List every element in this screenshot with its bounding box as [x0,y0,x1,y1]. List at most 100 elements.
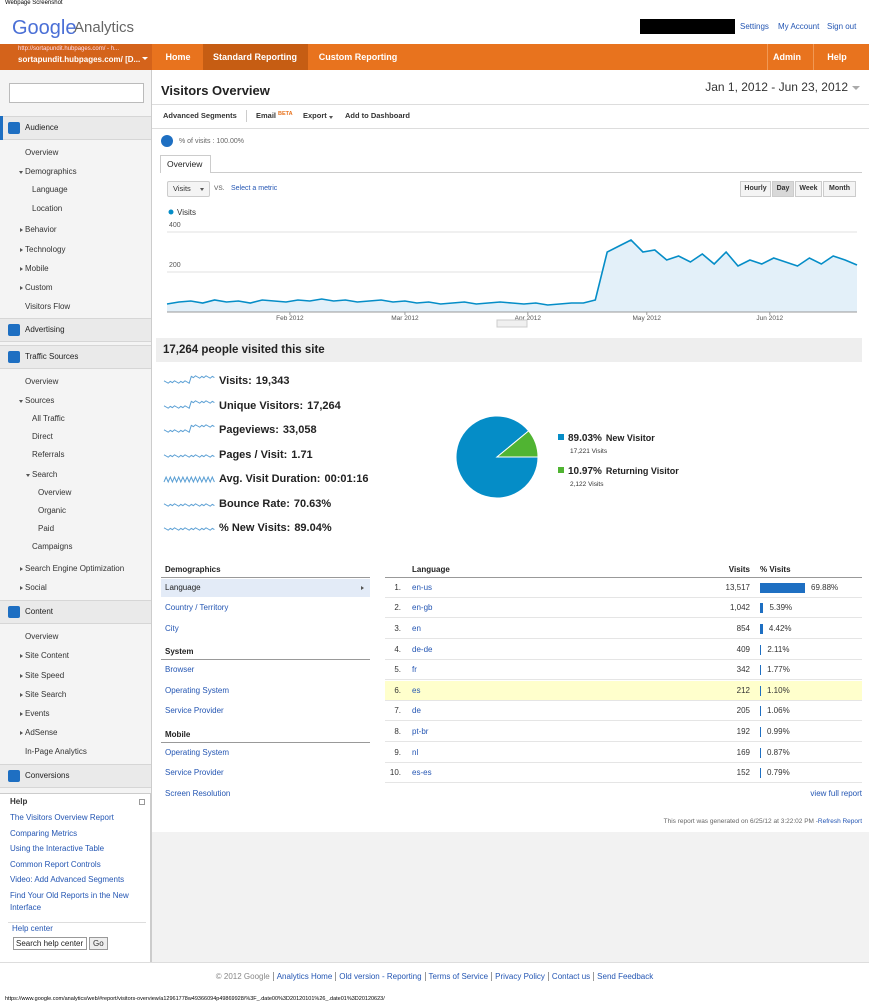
dimension-link[interactable]: Language [165,583,201,592]
language-link[interactable]: en-us [412,583,433,592]
nav-section-label[interactable]: Traffic Sources [25,352,79,361]
toolbar-button[interactable]: Advanced Segments [163,111,237,120]
nav-item[interactable]: Events [25,709,50,718]
granularity-label[interactable]: Hourly [744,185,767,192]
header-link[interactable]: Settings [740,22,769,31]
nav-item[interactable]: Site Content [25,651,70,660]
nav-item[interactable]: Direct [32,432,53,441]
nav-item[interactable]: Custom [25,283,53,292]
help-link[interactable]: Using the Interactive Table [10,844,105,853]
nav-item[interactable]: Campaigns [32,542,73,551]
metric-button[interactable] [167,181,210,197]
nav-item[interactable]: Search [32,470,58,479]
nav-item[interactable]: Overview [25,148,59,157]
nav-tab[interactable]: Standard Reporting [212,52,298,62]
dimension-link[interactable]: City [165,624,179,633]
granularity-button[interactable] [795,181,822,197]
nav-section[interactable] [0,318,151,342]
footer-link[interactable]: Privacy Policy [491,972,548,981]
nav-tab[interactable]: Help [827,52,847,62]
nav-item[interactable]: Social [25,583,47,592]
help-link[interactable]: Video: Add Advanced Segments [10,875,125,884]
granularity-label[interactable]: Week [799,185,818,192]
help-center-link[interactable]: Help center [12,924,53,933]
toolbar-button[interactable]: Email [256,111,277,120]
nav-item[interactable]: Overview [25,632,59,641]
dimension-link[interactable]: Screen Resolution [165,789,231,798]
nav-item[interactable]: Location [32,204,63,213]
nav-section[interactable] [0,764,151,788]
account-url[interactable]: http://sortapundit.hubpages.com/ - h... [18,46,120,52]
language-link[interactable]: fr [412,665,417,674]
nav-item[interactable]: Technology [25,245,66,254]
granularity-button[interactable] [823,181,856,197]
granularity-button[interactable] [772,181,794,197]
date-range[interactable]: Jan 1, 2012 - Jun 23, 2012 [705,80,848,94]
language-link[interactable]: es-es [412,768,432,777]
language-link[interactable]: es [412,686,421,695]
help-search[interactable]: Search help center [13,937,87,950]
nav-item[interactable]: Paid [38,524,55,533]
dimension-link[interactable]: Operating System [165,686,230,695]
nav-item[interactable]: Behavior [25,225,57,234]
help-link[interactable]: The Visitors Overview Report [10,813,114,822]
nav-section-label[interactable]: Content [25,607,54,616]
nav-item[interactable]: Referrals [32,450,65,459]
granularity-label[interactable]: Month [829,185,850,192]
language-link[interactable]: de-de [412,645,433,654]
nav-item[interactable]: Site Speed [25,671,65,680]
nav-section-label[interactable]: Advertising [25,325,65,334]
granularity-label[interactable]: Day [776,185,790,192]
dimension-link[interactable]: Service Provider [165,768,224,777]
nav-tab[interactable]: Custom Reporting [318,52,398,62]
language-link[interactable]: pt-br [412,727,429,736]
help-go-button[interactable]: Go [89,937,108,950]
dimension-link[interactable]: Service Provider [165,706,224,715]
dimension-link[interactable]: Country / Territory [165,603,229,612]
nav-item[interactable]: Mobile [25,264,49,273]
footer-link[interactable]: Contact us [547,972,594,981]
search-box[interactable] [9,83,144,103]
nav-item[interactable]: Visitors Flow [25,302,71,311]
nav-section-label[interactable]: Conversions [25,771,70,780]
footer-link[interactable]: Old version - Reporting [335,972,425,981]
header-link[interactable]: My Account [778,22,820,31]
nav-section-label[interactable]: Audience [25,123,59,132]
header-link[interactable]: Sign out [827,22,857,31]
language-link[interactable]: en-gb [412,603,433,612]
language-link[interactable]: en [412,624,421,633]
language-link[interactable]: nl [412,748,419,757]
nav-tab[interactable]: Home [165,52,191,62]
footer-link[interactable]: Analytics Home [272,972,336,981]
language-link[interactable]: de [412,706,421,715]
toolbar-button[interactable]: Add to Dashboard [345,111,410,120]
help-collapse[interactable] [139,799,145,805]
metric-label[interactable]: Visits [173,184,191,193]
refresh-link[interactable]: Refresh Report [817,818,862,825]
help-link[interactable]: Find Your Old Reports in the New Interfa… [10,891,129,912]
dimension-link[interactable]: Operating System [165,748,230,757]
nav-item[interactable]: Overview [38,488,72,497]
help-link[interactable]: Comparing Metrics [10,829,78,838]
overview-tab-label[interactable]: Overview [167,159,203,169]
nav-item[interactable]: Sources [25,396,55,405]
nav-section[interactable] [0,600,151,624]
nav-item[interactable]: AdSense [25,728,58,737]
footer-link[interactable]: Terms of Service [424,972,492,981]
nav-item[interactable]: Organic [38,506,67,515]
select-metric[interactable]: Select a metric [231,185,278,192]
overview-tab[interactable] [160,155,211,173]
nav-item[interactable]: Search Engine Optimization [25,564,125,573]
account-selector[interactable] [0,44,152,70]
nav-section[interactable] [0,345,151,369]
nav-section[interactable] [0,116,151,140]
help-link[interactable]: Common Report Controls [10,860,101,869]
granularity-button[interactable] [740,181,771,197]
account-name[interactable]: sortapundit.hubpages.com/ [D... [18,55,141,64]
nav-item[interactable]: All Traffic [32,414,65,423]
dimension-link[interactable]: Browser [165,665,195,674]
nav-item[interactable]: Language [32,185,68,194]
footer-link[interactable]: Send Feedback [593,972,657,981]
view-full-report[interactable]: view full report [810,789,862,798]
toolbar-button[interactable]: Export [303,111,327,120]
